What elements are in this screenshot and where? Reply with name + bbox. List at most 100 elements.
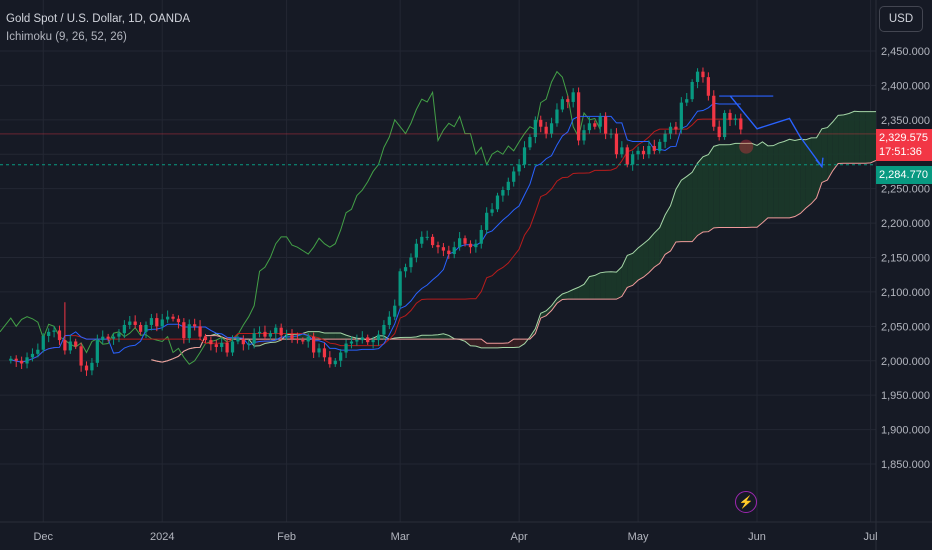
candle-body [106, 336, 110, 339]
ichimoku-cloud-segment [438, 333, 444, 340]
candle-body [739, 118, 743, 130]
candle-body [722, 112, 727, 138]
candle-body [668, 126, 673, 134]
candle-body [371, 340, 375, 343]
ichimoku-cloud-segment [346, 335, 352, 340]
candle-body [441, 247, 446, 251]
candle-body [252, 333, 256, 344]
candle-body [614, 133, 619, 155]
x-tick-label: Feb [277, 531, 296, 543]
candle-body [701, 71, 705, 78]
candle-body [658, 141, 662, 151]
ichimoku-cloud-segment [432, 334, 438, 340]
candle-body [717, 126, 721, 138]
candle-body [576, 92, 581, 141]
candle-body [133, 321, 137, 325]
candle-body [214, 344, 218, 347]
marker-price-tag: 2,284.770 [876, 166, 932, 184]
ichimoku-cloud-segment [627, 253, 633, 288]
ichimoku-cloud-segment [632, 248, 639, 286]
candle-body [247, 343, 251, 345]
y-tick-label: 2,000.000 [881, 356, 930, 368]
candle-body [138, 324, 143, 332]
ichimoku-cloud-segment [519, 339, 525, 348]
ichimoku-cloud-segment [486, 343, 493, 348]
y-tick-label: 2,350.000 [881, 115, 930, 127]
currency-button[interactable]: USD [879, 6, 923, 32]
candle-body [241, 338, 245, 345]
ichimoku-cloud-segment [870, 111, 876, 163]
candle-body [398, 271, 402, 306]
ichimoku-cloud-segment [778, 141, 785, 218]
candle-body [333, 360, 337, 365]
forecast-arrow-head [815, 157, 824, 169]
candle-body [549, 123, 554, 134]
candle-body [57, 330, 62, 341]
candle-body [393, 305, 397, 317]
candle-body [117, 333, 121, 337]
ichimoku-cloud-segment [681, 176, 687, 242]
candle-body [387, 316, 391, 325]
ichimoku-cloud-segment [319, 331, 325, 340]
symbol-title[interactable]: Gold Spot / U.S. Dollar, 1D, OANDA [6, 13, 191, 25]
ichimoku-cloud-segment [697, 156, 703, 236]
candle-body [490, 209, 494, 213]
candle-body [20, 360, 24, 364]
candle-body [193, 324, 197, 327]
candle-body [182, 322, 186, 339]
x-tick-label: Jul [864, 531, 878, 543]
ichimoku-cloud-segment [670, 189, 676, 251]
ichimoku-cloud-segment [692, 163, 698, 242]
candle-body [144, 324, 148, 332]
highlight-dot [739, 139, 754, 154]
candle-body [528, 137, 532, 148]
candle-body [14, 358, 18, 361]
candle-body [25, 357, 29, 364]
candle-body [160, 319, 164, 327]
y-tick-label: 1,850.000 [881, 459, 930, 471]
ichimoku-cloud-segment [832, 115, 839, 171]
candle-body [225, 342, 229, 353]
candle-body [544, 126, 548, 134]
candle-body [506, 181, 510, 191]
candle-body [198, 326, 202, 337]
candle-body [290, 334, 294, 339]
ichimoku-cloud-segment [865, 111, 871, 164]
ichimoku-cloud-segment [492, 343, 498, 348]
ichimoku-cloud-segment [611, 271, 617, 300]
candle-body [539, 119, 543, 127]
ichimoku-cloud-segment [757, 141, 763, 228]
indicator-label[interactable]: Ichimoku (9, 26, 52, 26) [6, 31, 127, 43]
candle-body [317, 348, 321, 353]
y-tick-label: 2,450.000 [881, 46, 930, 58]
candle-body [149, 318, 154, 325]
ichimoku-cloud-segment [751, 143, 758, 228]
candle-body [41, 335, 45, 350]
candle-body [420, 236, 424, 244]
candle-body [355, 340, 359, 342]
ichimoku-cloud-segment [497, 343, 503, 348]
x-tick-label: Dec [33, 531, 53, 543]
senkou-span-b [151, 159, 877, 363]
candle-body [36, 349, 40, 354]
ichimoku-cloud-segment [767, 145, 774, 218]
candle-body [598, 116, 602, 127]
candle-body [571, 92, 575, 102]
tenkan-sen [10, 102, 741, 363]
ichimoku-cloud-segment [589, 275, 595, 300]
candle-body [566, 99, 570, 102]
ichimoku-cloud-segment [859, 111, 866, 164]
candle-body [468, 243, 473, 248]
chikou-span [0, 70, 601, 365]
ichimoku-cloud-segment [648, 233, 655, 273]
ichimoku-cloud-segment [605, 271, 612, 300]
candle-body [187, 324, 191, 339]
ichimoku-cloud-segment [551, 298, 557, 311]
candle-body [728, 112, 732, 120]
candle-body [403, 267, 408, 272]
lightning-icon[interactable]: ⚡ [735, 491, 757, 513]
chart-legend: Gold Spot / U.S. Dollar, 1D, OANDA Ichim… [6, 10, 190, 46]
candle-body [230, 341, 235, 353]
